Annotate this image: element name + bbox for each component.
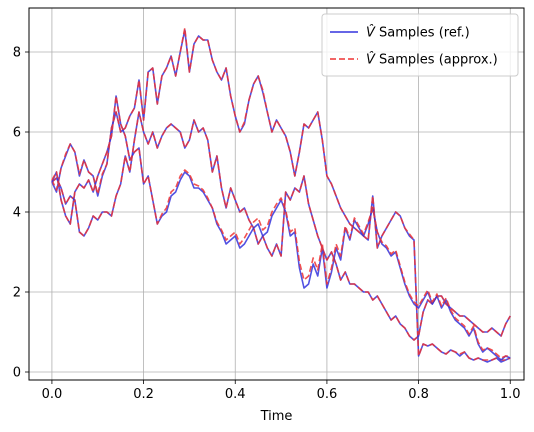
x-tick-label: 1.0 <box>500 387 521 402</box>
x-axis-ticks: 0.0 0.2 0.4 0.6 0.8 1.0 <box>42 380 521 402</box>
series-layer <box>51 27 511 363</box>
legend-label-approx: V̂ Samples (approx.) <box>366 52 498 67</box>
x-tick-label: 0.0 <box>42 387 63 402</box>
y-axis-ticks: 0 2 4 6 8 <box>13 46 29 381</box>
x-tick-label: 0.2 <box>133 387 154 402</box>
legend-label-ref: V̂ Samples (ref.) <box>366 25 470 40</box>
x-tick-label: 0.6 <box>317 387 338 402</box>
approx-sample-line-3 <box>51 95 511 359</box>
x-tick-label: 0.4 <box>225 387 246 402</box>
legend-label-approx-text: Samples (approx.) <box>375 53 498 68</box>
y-tick-label: 6 <box>13 126 21 141</box>
y-tick-label: 2 <box>13 286 21 301</box>
y-tick-label: 4 <box>13 206 21 221</box>
approx-sample-line-1 <box>51 27 511 361</box>
plot-frame <box>28 7 525 381</box>
legend-label-ref-hat: V̂ <box>366 25 376 40</box>
ref-sample-line-1 <box>51 29 511 363</box>
y-tick-label: 0 <box>13 366 21 381</box>
legend: V̂ Samples (ref.) V̂ Samples (approx.) <box>321 13 519 77</box>
legend-box <box>321 13 519 77</box>
legend-label-ref-text: Samples (ref.) <box>375 26 470 41</box>
legend-label-approx-hat: V̂ <box>366 52 376 67</box>
x-axis-label: Time <box>260 409 293 424</box>
ref-sample-line-3 <box>51 95 511 361</box>
y-tick-label: 8 <box>13 46 21 61</box>
x-tick-label: 0.8 <box>408 387 429 402</box>
